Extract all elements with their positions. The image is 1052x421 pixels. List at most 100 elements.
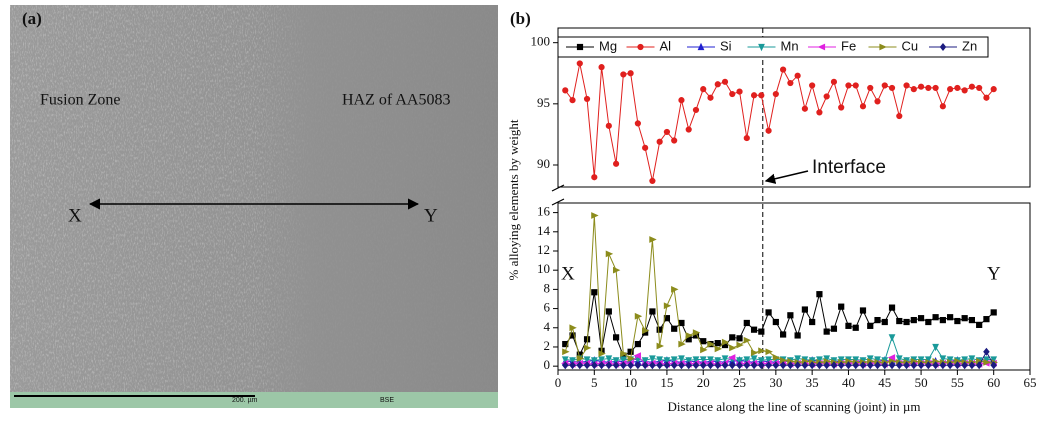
data-point bbox=[627, 348, 634, 355]
data-point bbox=[750, 355, 758, 363]
data-point bbox=[649, 177, 656, 184]
data-point bbox=[729, 90, 736, 98]
data-point bbox=[598, 350, 606, 358]
data-point bbox=[605, 250, 614, 258]
legend-label: Cu bbox=[902, 38, 919, 53]
legend: Mg Al Si Mn Fe Cu Zn bbox=[557, 36, 989, 58]
data-point bbox=[620, 71, 627, 78]
x-tick-label: 40 bbox=[842, 375, 855, 390]
data-point bbox=[750, 326, 758, 333]
data-point bbox=[925, 84, 932, 92]
data-point bbox=[671, 137, 678, 144]
chart: (b) 90 95 100 0 2 4 6 8 10 12 14 16 0 5 10 15 20 25 30 35 40 4… bbox=[506, 9, 1037, 414]
legend-label: Fe bbox=[841, 38, 856, 53]
data-point bbox=[939, 103, 946, 110]
data-point bbox=[968, 83, 976, 90]
data-point bbox=[910, 316, 917, 324]
data-point bbox=[758, 361, 765, 370]
data-point bbox=[852, 356, 860, 364]
data-point bbox=[794, 355, 802, 363]
data-point bbox=[976, 321, 983, 328]
data-point bbox=[961, 87, 968, 94]
data-point bbox=[685, 126, 692, 133]
data-point bbox=[852, 361, 859, 370]
x-tick-label: 60 bbox=[987, 375, 1000, 390]
data-point bbox=[932, 84, 939, 92]
data-point bbox=[576, 361, 584, 370]
legend-label: Zn bbox=[962, 38, 977, 53]
data-point bbox=[707, 94, 714, 101]
data-point bbox=[649, 308, 656, 315]
x-tick-label: 45 bbox=[878, 375, 891, 390]
data-point bbox=[794, 332, 801, 339]
data-point bbox=[634, 120, 641, 127]
legend-marker bbox=[576, 43, 584, 51]
x-tick-label: 25 bbox=[733, 375, 746, 390]
legend-label: Mn bbox=[781, 38, 799, 53]
data-point bbox=[801, 361, 809, 370]
data-point bbox=[845, 322, 852, 329]
data-point bbox=[932, 343, 939, 352]
data-point bbox=[743, 134, 750, 142]
data-point bbox=[823, 355, 831, 363]
data-point bbox=[612, 361, 620, 370]
data-point bbox=[830, 361, 838, 370]
data-point bbox=[874, 356, 881, 364]
data-point bbox=[887, 354, 896, 361]
data-point bbox=[663, 128, 671, 136]
data-point bbox=[765, 309, 772, 316]
data-point bbox=[903, 361, 910, 370]
data-point bbox=[794, 361, 801, 370]
data-point bbox=[714, 340, 721, 347]
data-point bbox=[656, 326, 663, 333]
data-point bbox=[772, 90, 779, 98]
data-point bbox=[649, 236, 657, 243]
data-point bbox=[867, 361, 874, 370]
data-point bbox=[671, 325, 678, 332]
data-point bbox=[736, 341, 744, 349]
data-point bbox=[663, 361, 671, 370]
data-point bbox=[917, 356, 925, 364]
series bbox=[562, 289, 997, 359]
detector-label: BSE bbox=[380, 397, 394, 404]
data-point bbox=[670, 361, 678, 370]
region-label: Fusion Zone bbox=[40, 92, 120, 109]
data-point bbox=[685, 357, 693, 365]
data-point bbox=[699, 361, 707, 370]
data-point bbox=[598, 361, 605, 370]
data-point bbox=[591, 212, 599, 219]
data-point bbox=[765, 127, 772, 134]
data-point bbox=[656, 356, 664, 364]
data-point bbox=[852, 324, 859, 331]
data-point bbox=[714, 345, 723, 353]
data-point bbox=[685, 361, 692, 370]
sem-texture bbox=[10, 5, 498, 392]
x-tick-label: 10 bbox=[624, 375, 637, 390]
legend-marker bbox=[637, 43, 644, 51]
data-point bbox=[619, 356, 627, 364]
data-point bbox=[707, 356, 714, 364]
data-point bbox=[569, 361, 576, 370]
legend-marker bbox=[697, 42, 705, 51]
legend-label: Mg bbox=[599, 38, 617, 53]
data-point bbox=[714, 361, 721, 370]
data-point bbox=[750, 92, 758, 99]
axis-break-gap bbox=[557, 187, 1031, 203]
data-point bbox=[627, 361, 634, 370]
data-point bbox=[699, 356, 707, 364]
point-label: Y bbox=[424, 205, 438, 226]
data-point bbox=[947, 314, 954, 321]
data-point bbox=[700, 346, 708, 354]
x-tick-label: 65 bbox=[1024, 375, 1037, 390]
data-point bbox=[881, 82, 888, 89]
x-tick-label: 30 bbox=[769, 375, 782, 390]
data-point bbox=[663, 357, 671, 365]
data-point bbox=[634, 312, 643, 320]
data-point bbox=[612, 160, 620, 167]
y-tick-label: 0 bbox=[544, 357, 551, 372]
data-point bbox=[758, 328, 765, 335]
data-point bbox=[750, 349, 759, 357]
data-point bbox=[888, 304, 896, 311]
